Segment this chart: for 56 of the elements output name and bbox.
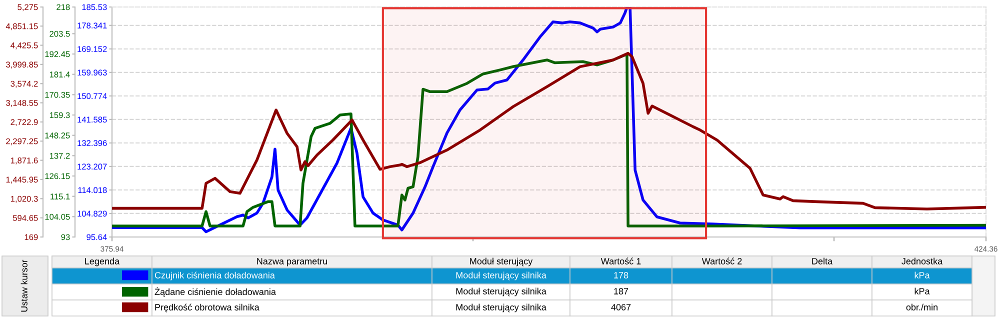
y-tick-label: 141.585 [78,116,107,123]
text: Nazwa parametru [257,258,328,266]
y2-tick-label: 148.25 [45,132,70,138]
y3-tick-label: 1,445.95 [6,176,38,184]
y3-tick-label: 169 [24,234,38,240]
y3-tick-label: 5,275 [18,4,38,12]
text: Moduł sterujący silnika [456,272,546,280]
y2-tick-label: 218 [56,4,70,10]
y-tick-label: 159.963 [78,70,107,76]
text: kPa [914,288,930,294]
text: obr./min [906,304,938,310]
y3-tick-label: 2,297.25 [6,138,38,146]
text: 187 [614,288,628,294]
y2-tick-label: 93 [61,234,70,240]
y-tick-label: 104.829 [78,210,107,217]
y3-tick-label: 4,851.15 [6,23,38,30]
legend-label: Prędkość obrotowa silnika [155,304,260,312]
text: Wartość 2 [702,258,742,264]
text: 178 [614,272,628,278]
y-tick-label: 150.774 [78,93,107,100]
legend-label: Czujnik ciśnienia doładowania [154,272,275,280]
y3-tick-label: 3,999.85 [6,62,38,69]
y-tick-label: 185.53 [82,4,107,10]
y3-tick-label: 1,020.3 [10,196,38,203]
text: Ustaw kursor [20,260,28,312]
y3-tick-label: 2,722.9 [10,119,38,126]
y3-tick-label: 3,574.2 [10,80,38,88]
y-tick-label: 169.152 [78,46,107,52]
text: Legenda [85,258,120,266]
y3-tick-label: 1,871.6 [10,158,38,164]
text: Moduł sterujący silnika [456,288,546,296]
text: Moduł sterujący silnika [456,304,546,312]
y2-tick-label: 104.05 [45,214,70,220]
y-tick-label: 123.207 [78,164,107,170]
text: Jednostka [902,258,943,264]
y2-tick-label: 170.35 [45,92,70,98]
y-tick-label: 114.018 [78,187,107,194]
y2-tick-label: 126.15 [45,173,70,180]
text: Delta [812,258,833,264]
y3-tick-label: 594.65 [12,215,38,221]
y3-tick-label: 3,148.55 [6,100,38,107]
text: 4067 [611,304,631,310]
y-tick-label: 132.396 [78,140,107,146]
y2-tick-label: 192.45 [45,51,70,58]
y2-tick-label: 203.5 [50,30,70,37]
y2-tick-label: 137.2 [50,152,70,159]
text: kPa [914,272,930,278]
y2-tick-label: 115.1 [50,194,70,200]
text: Moduł sterujący [470,258,533,266]
text: Wartość 1 [600,258,641,264]
y2-tick-label: 181.4 [50,72,70,78]
legend-label: Żądane ciśnienie doładowania [154,287,276,297]
y-tick-label: 95.64 [86,234,107,240]
y2-tick-label: 159.3 [50,112,70,118]
y3-tick-label: 4,425.5 [10,42,38,50]
y-tick-label: 178.341 [78,22,107,28]
